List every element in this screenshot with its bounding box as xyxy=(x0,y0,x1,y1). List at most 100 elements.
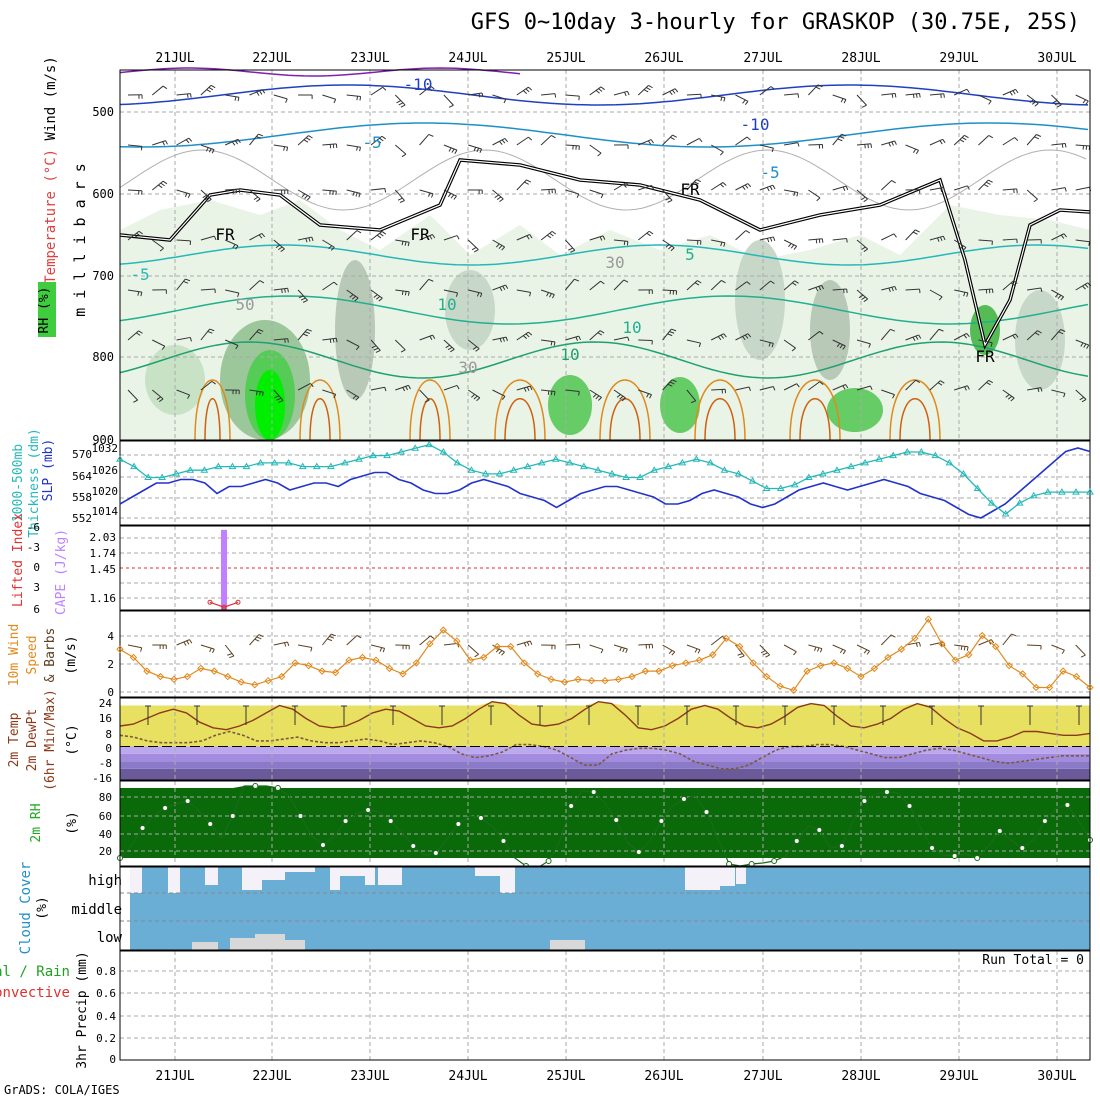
barb-flag xyxy=(837,138,843,142)
barb-flag xyxy=(575,336,579,341)
barb-flag xyxy=(205,147,209,152)
barb-flag xyxy=(595,90,600,94)
barb-flag xyxy=(1085,100,1089,105)
barb-flag xyxy=(627,336,630,342)
wind-speed-marker xyxy=(560,678,569,686)
cape-tick-label: 1.45 xyxy=(90,563,117,576)
day-label-top: 22JUL xyxy=(252,51,291,66)
barb-staff xyxy=(297,328,308,341)
barb-flag xyxy=(771,343,774,348)
barb-staff xyxy=(200,288,215,291)
barb-flag xyxy=(894,286,897,291)
wind-speed-marker xyxy=(143,667,151,675)
barb-flag xyxy=(763,652,768,656)
barb-flag xyxy=(938,296,943,301)
barb-staff xyxy=(759,236,774,241)
barb-flag xyxy=(694,648,698,653)
barb-staff xyxy=(419,389,430,401)
barb-staff xyxy=(808,189,821,199)
barb-flag xyxy=(624,91,627,97)
barb-flag xyxy=(261,391,264,397)
thickness-marker xyxy=(622,473,630,481)
contour-label: 50 xyxy=(235,295,254,314)
barb-flag xyxy=(349,294,354,298)
barb-flag xyxy=(845,384,849,389)
barb-flag xyxy=(643,89,649,93)
barb-staff xyxy=(249,89,263,96)
barb-flag xyxy=(1061,649,1065,655)
barb-staff xyxy=(1051,289,1064,298)
lifted-index-marker xyxy=(235,599,241,605)
barb-flag xyxy=(863,198,868,203)
barb-staff xyxy=(297,135,309,146)
warm-contour-inner xyxy=(204,398,221,441)
rh-marker xyxy=(477,815,484,821)
barb-staff xyxy=(565,278,575,291)
barb-flag xyxy=(454,149,458,154)
barb-staff xyxy=(225,188,240,191)
barb-flag xyxy=(1036,134,1042,137)
high-cloud-bar xyxy=(340,867,365,876)
barb-flag xyxy=(793,651,797,656)
barb-flag xyxy=(210,84,216,89)
thickness-marker xyxy=(678,458,687,466)
barb-staff xyxy=(1027,287,1042,291)
barb-staff xyxy=(370,188,385,191)
barb-flag xyxy=(302,333,308,337)
cloud-level-label: low xyxy=(97,930,123,946)
barb-staff xyxy=(1002,389,1015,399)
temp-tick-label: 8 xyxy=(105,728,112,741)
contour-label: -10 xyxy=(741,115,770,134)
barb-flag xyxy=(499,286,503,292)
barb-flag xyxy=(526,179,532,183)
contour-label: 30 xyxy=(458,358,477,377)
barb-flag xyxy=(235,345,239,350)
barb-flag xyxy=(600,86,605,91)
barb-flag xyxy=(546,234,552,239)
barb-staff xyxy=(249,389,264,393)
barb-flag xyxy=(335,338,338,343)
barb-staff xyxy=(468,144,482,150)
slp-tick-label: 1014 xyxy=(92,505,119,518)
wind-speed-marker xyxy=(129,653,138,662)
warm-contour xyxy=(299,379,341,441)
barb-flag xyxy=(665,243,670,248)
barb-staff xyxy=(370,386,385,391)
barb-flag xyxy=(698,342,702,348)
barb-flag xyxy=(961,137,967,141)
barb-flag xyxy=(915,229,920,233)
barb-flag xyxy=(432,234,436,239)
barb-flag xyxy=(574,278,580,282)
barb-staff xyxy=(905,144,919,151)
wind-speed-marker xyxy=(466,656,474,664)
thickness-marker xyxy=(369,451,377,459)
precip-tick-label: 0.6 xyxy=(96,987,116,1000)
wind-speed-marker xyxy=(776,682,784,690)
wind-tick-label: 2 xyxy=(107,658,114,671)
thickness-marker xyxy=(186,466,195,473)
wind-speed-marker xyxy=(614,675,623,684)
barb-staff xyxy=(783,383,797,391)
barb-staff xyxy=(249,233,263,241)
barb-flag xyxy=(1009,91,1013,96)
barb-flag xyxy=(471,247,477,251)
barb-staff xyxy=(759,144,774,149)
barb-flag xyxy=(622,647,625,653)
day-label-top: 27JUL xyxy=(743,51,782,66)
barb-staff xyxy=(735,281,748,291)
li-tick-label: -6 xyxy=(27,521,40,534)
temp-tick-label: 0 xyxy=(105,742,112,755)
low-cloud-bar xyxy=(285,940,305,950)
wind-speed-marker xyxy=(722,634,730,643)
slp-tick-label: 1020 xyxy=(92,485,119,498)
barb-flag xyxy=(161,345,166,350)
barb-staff xyxy=(516,385,531,391)
barb-flag xyxy=(471,393,476,398)
barb-flag xyxy=(1060,234,1065,239)
slp-ylabel: SLP (mb) xyxy=(41,439,56,502)
cape-tick-label: 1.74 xyxy=(90,547,117,560)
barb-flag xyxy=(648,230,654,235)
thickness-ylabel-1: 1000-500mb xyxy=(11,444,26,522)
barb-staff xyxy=(492,389,506,397)
barb-flag xyxy=(698,138,703,143)
